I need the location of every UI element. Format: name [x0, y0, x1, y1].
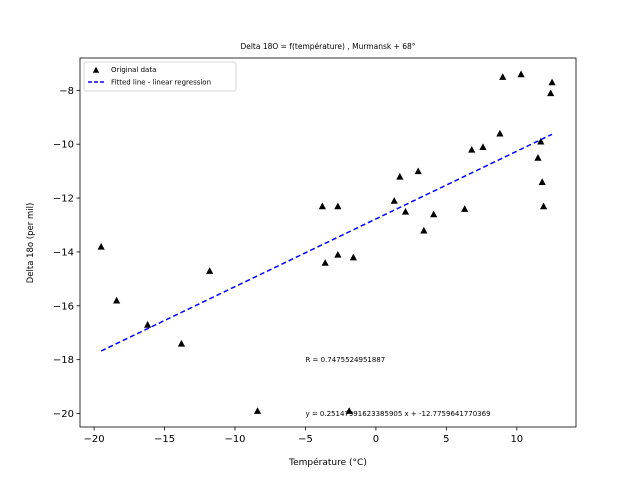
- data-point: [390, 197, 398, 204]
- plot-area: −20 −15 −10 −5 0 5 10 −20 −18 −16 −14 −12 −10 −8: [53, 57, 577, 445]
- y-tick-label: −20: [53, 409, 74, 420]
- data-point: [539, 202, 548, 210]
- data-point: [206, 267, 214, 274]
- data-point: [461, 205, 469, 212]
- y-tick-label: −10: [53, 140, 74, 151]
- x-tick-label: −10: [224, 434, 245, 445]
- data-point: [144, 321, 152, 328]
- legend-label-original: Original data: [111, 66, 156, 74]
- annotations: R = 0.7475524951887 y = 0.251479916233859…: [305, 356, 490, 418]
- data-point: [420, 226, 428, 234]
- data-point: [499, 73, 507, 80]
- y-tick-label: −12: [53, 194, 74, 205]
- y-tick-label: −18: [53, 355, 74, 366]
- x-axis-label: Température (°C): [288, 457, 367, 468]
- data-point: [401, 207, 410, 215]
- data-point: [97, 242, 105, 250]
- legend-box: [83, 61, 237, 92]
- data-point: [538, 178, 546, 185]
- data-point: [396, 172, 404, 180]
- data-point: [334, 251, 342, 258]
- data-point: [345, 407, 353, 414]
- x-tick-label: 5: [443, 434, 449, 445]
- data-point: [537, 137, 545, 145]
- y-tick-label: −14: [53, 247, 74, 258]
- legend-marker-original: [92, 66, 100, 73]
- data-point: [321, 259, 329, 266]
- x-tick-label: −15: [154, 434, 175, 445]
- data-point: [349, 253, 357, 261]
- x-tick-label: −20: [84, 434, 105, 445]
- axes-frame: [79, 57, 577, 428]
- annotation-text: y = 0.25147991623385905 x + -12.77596417…: [305, 410, 490, 418]
- chart-title: Delta 18O = f(température) , Murmansk + …: [240, 42, 415, 51]
- y-tick-label: −8: [59, 86, 74, 97]
- x-tick-label: 10: [510, 434, 523, 445]
- legend-label-fit: Fitted line - linear regression: [111, 79, 211, 87]
- y-tick-label: −16: [53, 301, 74, 312]
- data-point: [318, 202, 326, 210]
- x-tick-label: −5: [298, 434, 313, 445]
- data-point: [496, 129, 504, 137]
- x-tick-label: 0: [373, 434, 379, 445]
- data-point: [548, 78, 556, 86]
- y-axis-label: Delta 18o (per mil): [26, 203, 36, 284]
- annotation-text: R = 0.7475524951887: [305, 356, 385, 364]
- data-point: [517, 70, 525, 78]
- data-point: [534, 154, 542, 161]
- data-point: [430, 210, 438, 218]
- data-point: [177, 339, 186, 347]
- data-point: [479, 143, 487, 150]
- regression-line: [100, 133, 553, 352]
- data-point: [547, 89, 555, 97]
- legend: Original data Fitted line - linear regres…: [83, 61, 237, 92]
- data-point: [113, 296, 121, 304]
- data-point: [468, 145, 476, 153]
- data-point: [334, 202, 342, 210]
- data-point: [414, 167, 422, 175]
- data-point: [253, 407, 262, 414]
